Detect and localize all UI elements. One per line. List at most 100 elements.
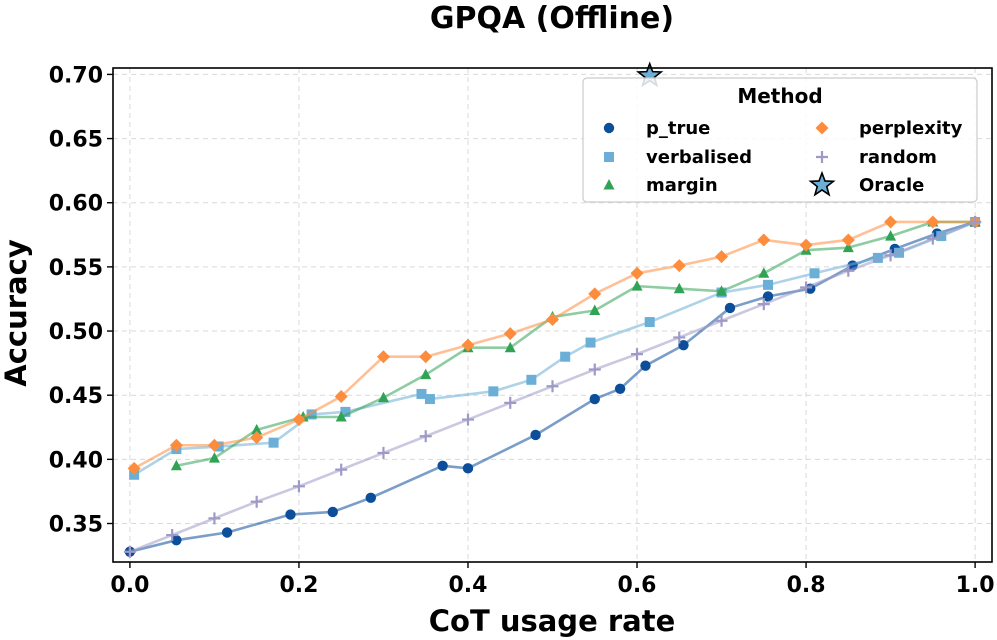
legend-marker-p-true <box>603 122 615 134</box>
y-tick-label: 0.45 <box>49 384 103 409</box>
plot-frame <box>112 67 993 563</box>
data-point-perplexity <box>926 215 940 229</box>
ticks-layer: 0.0 0.2 0.4 0.6 0.8 1.0 0.35 0.40 0.45 0.50 0.55 0.… <box>49 63 995 598</box>
data-point-random <box>588 363 601 376</box>
legend-label: random <box>859 147 937 168</box>
y-tick-label: 0.50 <box>49 320 103 345</box>
legend-label: perplexity <box>859 118 963 139</box>
data-point-p-true <box>327 506 338 518</box>
data-point-margin <box>504 341 516 353</box>
legend-label: margin <box>646 175 718 196</box>
data-point-p-true <box>530 429 541 441</box>
data-point-random <box>377 446 390 459</box>
data-point-random <box>842 264 855 277</box>
y-axis-label: Accuracy <box>0 239 33 387</box>
data-point-margin <box>420 368 432 380</box>
data-point-verbalised <box>872 252 883 263</box>
legend-entry-margin: margin <box>603 175 718 196</box>
data-point-margin <box>335 411 347 422</box>
data-point-random <box>546 380 559 393</box>
data-point-p-true <box>221 527 233 538</box>
legend-marker-oracle <box>808 170 836 197</box>
data-point-random <box>250 495 263 508</box>
legend-box <box>582 77 978 203</box>
data-point-perplexity <box>503 327 517 341</box>
y-tick-label: 0.35 <box>49 513 103 538</box>
x-tick-label: 1.0 <box>956 573 995 598</box>
legend-entry-perplexity: perplexity <box>815 118 963 139</box>
series-line-p-true <box>129 220 976 554</box>
data-point-verbalised <box>424 394 435 405</box>
data-point-perplexity <box>292 413 306 427</box>
data-point-perplexity <box>250 431 264 445</box>
data-point-perplexity <box>546 312 559 326</box>
legend-marker-margin <box>603 179 615 190</box>
data-point-verbalised <box>268 437 279 448</box>
y-tick-label: 0.60 <box>49 192 103 217</box>
legend-marker-perplexity <box>815 121 829 135</box>
data-point-verbalised <box>488 386 499 397</box>
y-tick-label: 0.65 <box>49 128 103 153</box>
y-tick-label: 0.55 <box>49 256 103 281</box>
data-point-p-true <box>589 393 600 405</box>
data-point-p-true <box>724 302 736 314</box>
series-perplexity <box>127 215 982 475</box>
data-point-verbalised <box>340 406 351 417</box>
legend-label: p_true <box>646 118 710 139</box>
data-point-perplexity <box>715 250 729 264</box>
legend-marker-random <box>816 151 828 163</box>
data-point-random <box>419 430 432 443</box>
legend: Method p_true verbalised margin perplexity r… <box>582 77 978 203</box>
data-point-margin <box>589 304 601 316</box>
data-point-random <box>631 348 644 361</box>
x-axis-label: CoT usage rate <box>429 604 676 638</box>
data-point-p-true <box>171 534 182 546</box>
series-random <box>123 215 982 558</box>
data-point-verbalised <box>585 337 596 348</box>
data-point-random <box>123 545 136 558</box>
data-point-random <box>757 298 770 311</box>
data-point-perplexity <box>799 238 813 252</box>
data-point-verbalised <box>306 409 317 420</box>
data-point-margin <box>842 241 854 253</box>
data-point-random <box>335 463 348 476</box>
legend-entry-verbalised: verbalised <box>604 147 752 168</box>
x-tick-label: 0.2 <box>279 573 318 598</box>
data-point-perplexity <box>334 389 348 403</box>
data-point-margin <box>716 285 728 296</box>
data-point-margin <box>673 282 685 294</box>
data-point-perplexity <box>461 338 475 352</box>
series-layer <box>123 61 982 558</box>
data-point-random <box>292 480 305 493</box>
legend-entries: p_true verbalised margin perplexity random Or… <box>603 118 963 197</box>
data-point-verbalised <box>416 388 427 399</box>
data-point-perplexity <box>630 266 644 280</box>
data-point-random <box>504 396 517 409</box>
data-point-random <box>673 331 686 344</box>
data-point-perplexity <box>757 233 771 247</box>
data-point-margin <box>170 459 182 471</box>
legend-entry-oracle: Oracle <box>808 170 924 197</box>
data-point-perplexity <box>884 215 898 229</box>
data-point-p-true <box>285 509 296 520</box>
data-point-perplexity <box>376 350 390 364</box>
legend-label: Oracle <box>859 175 924 196</box>
data-point-margin <box>251 423 263 435</box>
x-tick-label: 0.8 <box>787 573 826 598</box>
x-tick-label: 0.6 <box>618 573 657 598</box>
legend-marker-verbalised <box>604 152 614 162</box>
data-point-perplexity <box>169 438 183 452</box>
legend-entry-random: random <box>816 147 937 168</box>
data-point-random <box>461 413 474 426</box>
series-line-verbalised <box>133 220 976 476</box>
data-point-margin <box>758 267 770 278</box>
data-point-p-true <box>762 291 774 302</box>
data-point-margin <box>631 280 643 291</box>
data-point-random <box>884 249 897 262</box>
data-point-p-true <box>365 492 376 504</box>
x-tick-label: 0.4 <box>448 573 487 598</box>
data-point-verbalised <box>644 317 655 328</box>
data-point-random <box>715 314 728 327</box>
data-point-p-true <box>437 460 448 471</box>
